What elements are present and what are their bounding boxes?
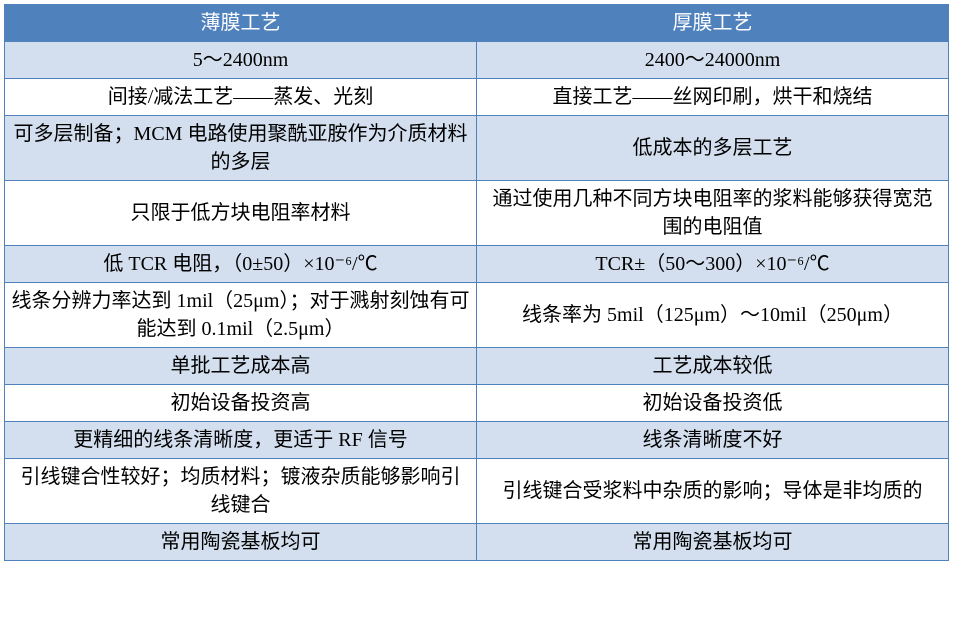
cell: 低成本的多层工艺 [477, 116, 949, 181]
table-row: 线条分辨力率达到 1mil（25μm）；对于溅射刻蚀有可能达到 0.1mil（2… [5, 283, 949, 348]
table-row: 引线键合性较好；均质材料；镀液杂质能够影响引线键合 引线键合受浆料中杂质的影响；… [5, 459, 949, 524]
cell: 低 TCR 电阻，（0±50）×10⁻⁶/℃ [5, 246, 477, 283]
table-body: 5～2400nm 2400～24000nm 间接/减法工艺——蒸发、光刻 直接工… [5, 42, 949, 561]
cell: 间接/减法工艺——蒸发、光刻 [5, 79, 477, 116]
table-row: 初始设备投资高 初始设备投资低 [5, 385, 949, 422]
table-row: 低 TCR 电阻，（0±50）×10⁻⁶/℃ TCR±（50～300）×10⁻⁶… [5, 246, 949, 283]
cell: 引线键合性较好；均质材料；镀液杂质能够影响引线键合 [5, 459, 477, 524]
cell: 可多层制备；MCM 电路使用聚酰亚胺作为介质材料的多层 [5, 116, 477, 181]
cell: 通过使用几种不同方块电阻率的浆料能够获得宽范围的电阻值 [477, 181, 949, 246]
cell: 只限于低方块电阻率材料 [5, 181, 477, 246]
cell: 更精细的线条清晰度，更适于 RF 信号 [5, 422, 477, 459]
table-row: 常用陶瓷基板均可 常用陶瓷基板均可 [5, 524, 949, 561]
table-row: 单批工艺成本高 工艺成本较低 [5, 348, 949, 385]
table-row: 5～2400nm 2400～24000nm [5, 42, 949, 79]
cell: 常用陶瓷基板均可 [477, 524, 949, 561]
cell: 直接工艺——丝网印刷，烘干和烧结 [477, 79, 949, 116]
table-row: 更精细的线条清晰度，更适于 RF 信号 线条清晰度不好 [5, 422, 949, 459]
table-row: 间接/减法工艺——蒸发、光刻 直接工艺——丝网印刷，烘干和烧结 [5, 79, 949, 116]
cell: 2400～24000nm [477, 42, 949, 79]
cell: TCR±（50～300）×10⁻⁶/℃ [477, 246, 949, 283]
cell: 5～2400nm [5, 42, 477, 79]
cell: 引线键合受浆料中杂质的影响；导体是非均质的 [477, 459, 949, 524]
cell: 常用陶瓷基板均可 [5, 524, 477, 561]
cell: 初始设备投资低 [477, 385, 949, 422]
col-header-thick-film: 厚膜工艺 [477, 5, 949, 42]
table-row: 只限于低方块电阻率材料 通过使用几种不同方块电阻率的浆料能够获得宽范围的电阻值 [5, 181, 949, 246]
table-row: 可多层制备；MCM 电路使用聚酰亚胺作为介质材料的多层 低成本的多层工艺 [5, 116, 949, 181]
cell: 单批工艺成本高 [5, 348, 477, 385]
cell: 初始设备投资高 [5, 385, 477, 422]
cell: 线条分辨力率达到 1mil（25μm）；对于溅射刻蚀有可能达到 0.1mil（2… [5, 283, 477, 348]
col-header-thin-film: 薄膜工艺 [5, 5, 477, 42]
table-header-row: 薄膜工艺 厚膜工艺 [5, 5, 949, 42]
comparison-table: 薄膜工艺 厚膜工艺 5～2400nm 2400～24000nm 间接/减法工艺—… [4, 4, 949, 561]
cell: 工艺成本较低 [477, 348, 949, 385]
cell: 线条清晰度不好 [477, 422, 949, 459]
cell: 线条率为 5mil（125μm）～10mil（250μm） [477, 283, 949, 348]
